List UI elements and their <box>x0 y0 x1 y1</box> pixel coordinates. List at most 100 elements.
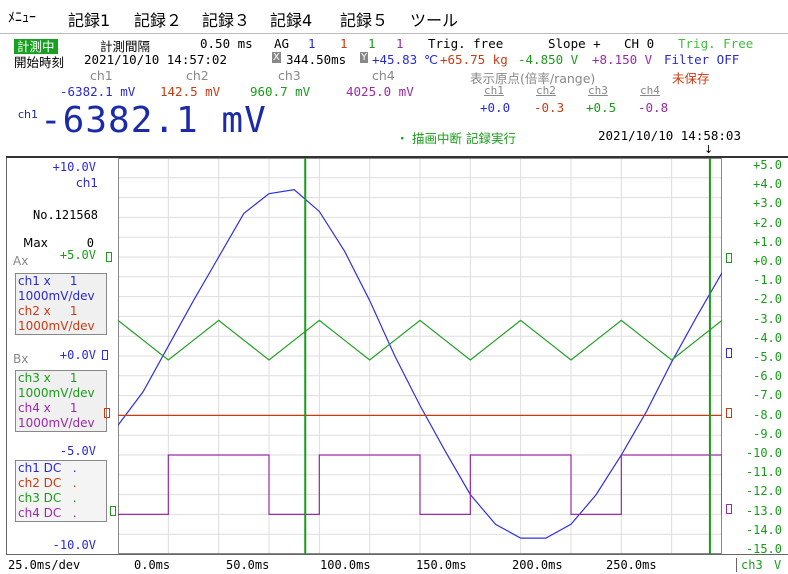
origin-ch3[interactable]: +0.5 <box>586 100 617 115</box>
interval-label: 計測間隔 <box>100 39 151 54</box>
record-action-status[interactable]: 描画中断 記録実行 <box>412 131 516 146</box>
channel-scale-box-b[interactable]: ch3 x 1 1000mV/dev ch4 x 1 1000mV/dev <box>15 370 107 432</box>
cursor-value-kg: +65.75 kg <box>440 52 508 67</box>
interval-value: 0.50 ms <box>200 36 253 51</box>
ag-label: AG <box>274 36 290 51</box>
cursor-value-v2: +8.150 V <box>592 52 653 67</box>
plot-border <box>118 158 722 554</box>
waveform-plot[interactable] <box>118 158 722 554</box>
bottom-scale: -10.0V <box>52 538 96 552</box>
right-axis-tick: -3.0 <box>753 311 782 326</box>
right-axis-tick: -15.0 <box>745 542 782 556</box>
menu-record5[interactable]: 記録５ <box>340 11 389 30</box>
ch1-value: -6382.1 mV <box>60 84 136 99</box>
right-ch3-marker <box>726 253 732 263</box>
menu-bar: ﾒﾆｭｰ 記録1 記録２ 記録３ 記録4 記録５ ツール <box>0 0 788 34</box>
slope-setting[interactable]: Slope + <box>548 36 601 51</box>
ch1-top-scale: +10.0V <box>52 160 96 174</box>
ch2-marker <box>104 408 110 418</box>
start-time-label: 開始時刻 <box>14 55 65 70</box>
menu-record4[interactable]: 記録4 <box>270 11 313 30</box>
ch1-header: ch1 <box>90 68 113 83</box>
ch2-value: 142.5 mV <box>160 84 221 99</box>
big-channel-value: -6382.1 mV <box>40 100 267 141</box>
series-ch4-line <box>118 454 722 515</box>
right-axis-tick: +0.0 <box>753 254 782 268</box>
big-channel-label: ch1 <box>18 108 39 121</box>
ch3-header: ch3 <box>278 68 301 83</box>
origin-ch4[interactable]: -0.8 <box>638 100 669 115</box>
trig-mode[interactable]: Trig. free <box>428 36 504 51</box>
origin-ch1[interactable]: +0.0 <box>480 100 511 115</box>
ch2-header: ch2 <box>186 68 209 83</box>
right-axis-tick: +5.0 <box>753 158 782 172</box>
x-cursor-value: 344.50ms <box>286 52 347 67</box>
ax-marker <box>106 252 112 262</box>
start-time-value: 2021/10/10 14:57:02 <box>84 52 227 67</box>
bx-scale: +0.0V <box>59 348 96 362</box>
time-tick: 150.0ms <box>416 558 467 572</box>
ch3-marker <box>110 506 116 516</box>
time-tick: 250.0ms <box>606 558 657 572</box>
unsaved-badge: 未保存 <box>672 71 710 86</box>
ch3-value: 960.7 mV <box>250 84 311 99</box>
right-axis-tick: -9.0 <box>753 426 782 441</box>
series-ch3-line <box>118 319 722 361</box>
max-value: 0 <box>86 236 94 250</box>
status-bullet: ・ <box>396 131 409 146</box>
ch4-header: ch4 <box>372 68 395 83</box>
right-axis-tick: +3.0 <box>753 196 782 211</box>
right-axis-tick: -1.0 <box>753 273 782 288</box>
x-cursor-icon: X <box>272 52 281 63</box>
channel-coupling-box[interactable]: ch1 DC . ch2 DC . ch3 DC . ch4 DC . <box>15 460 107 522</box>
ag-value-4: 1 <box>396 36 404 51</box>
right-axis-tick: -14.0 <box>745 522 782 537</box>
menu-main[interactable]: ﾒﾆｭｰ <box>8 10 36 26</box>
max-label: Max <box>23 236 48 250</box>
y-cursor-icon: Y <box>360 52 369 63</box>
menu-record1[interactable]: 記録1 <box>68 11 111 30</box>
origin-ch1-header: ch1 <box>484 84 504 97</box>
ag-value-2: 1 <box>340 36 348 51</box>
ax-scale: +5.0V <box>59 248 96 262</box>
filter-status[interactable]: Filter OFF <box>664 52 740 67</box>
right-footer-unit: V <box>774 558 782 572</box>
marker-arrow-icon: ↓ <box>704 143 714 156</box>
trigger-state: Trig. Free <box>678 36 754 51</box>
right-axis-tick: -4.0 <box>753 330 782 345</box>
mid-scale: -5.0V <box>59 444 96 458</box>
right-axis-tick: +2.0 <box>753 215 782 230</box>
bx-label: Bx <box>13 352 29 366</box>
ch4-value: 4025.0 mV <box>346 84 414 99</box>
origin-ch4-header: ch4 <box>640 84 660 97</box>
ag-value-1: 1 <box>308 36 316 51</box>
right-ch2-marker <box>726 408 732 418</box>
menu-tools[interactable]: ツール <box>410 11 459 30</box>
right-axis-tick: -12.0 <box>745 484 782 499</box>
right-ch1-marker <box>726 348 732 358</box>
menu-record2[interactable]: 記録２ <box>134 11 183 30</box>
right-axis-tick: +1.0 <box>753 234 782 249</box>
trigger-channel[interactable]: CH 0 <box>624 36 655 51</box>
time-tick: 50.0ms <box>226 558 270 572</box>
measuring-status: 計測中 <box>14 36 58 55</box>
right-scale-panel: +5.0 +4.0 +3.0 +2.0 +1.0 +0.0 -1.0 -2.0 -3.0 -4.0… <box>722 158 788 574</box>
right-axis-tick: -7.0 <box>753 388 782 403</box>
chart-frame <box>6 156 788 574</box>
time-tick: 100.0ms <box>320 558 371 572</box>
origin-ch2[interactable]: -0.3 <box>534 100 565 115</box>
time-axis: 25.0ms/dev 0.0ms 50.0ms 100.0ms 150.0ms … <box>6 554 788 574</box>
right-axis-tick: -11.0 <box>745 465 782 480</box>
right-axis-tick: -13.0 <box>745 503 782 518</box>
menu-record3[interactable]: 記録３ <box>202 11 251 30</box>
timebase-label[interactable]: 25.0ms/dev <box>8 558 81 572</box>
right-axis-tick: -5.0 <box>753 350 782 364</box>
record-number: No.121568 <box>33 208 99 222</box>
ax-label: Ax <box>13 254 29 268</box>
right-footer-channel: ch3 <box>736 558 763 572</box>
channel-scale-box-a[interactable]: ch1 x 1 1000mV/dev ch2 x 1 1000mV/dev <box>15 273 107 335</box>
y-cursor-unit: ℃ <box>424 52 439 67</box>
time-tick: 0.0ms <box>134 558 171 572</box>
origin-ch2-header: ch2 <box>536 84 556 97</box>
ag-value-3: 1 <box>368 36 376 51</box>
